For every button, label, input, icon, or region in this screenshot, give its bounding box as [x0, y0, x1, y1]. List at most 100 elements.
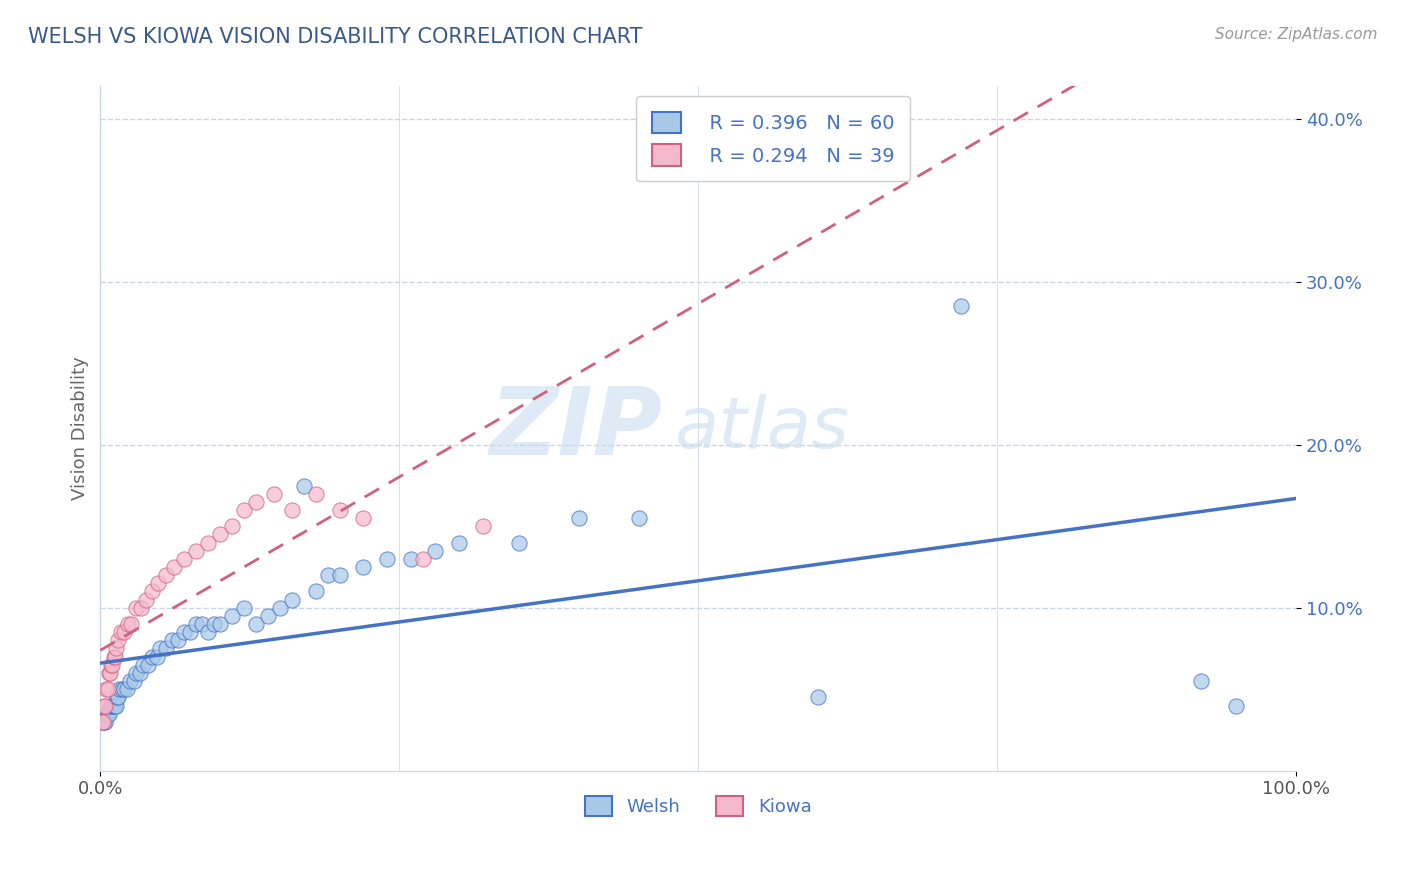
Point — [96, 682, 118, 697]
Point — [221, 608, 243, 623]
Point — [136, 657, 159, 672]
Point — [101, 698, 124, 713]
Point — [269, 600, 291, 615]
Point — [425, 543, 447, 558]
Point — [107, 690, 129, 705]
Point — [101, 657, 124, 672]
Point — [132, 657, 155, 672]
Point — [93, 714, 115, 729]
Point — [104, 698, 127, 713]
Point — [197, 535, 219, 549]
Point — [145, 649, 167, 664]
Point — [292, 478, 315, 492]
Point — [94, 698, 117, 713]
Point — [173, 625, 195, 640]
Point — [105, 690, 128, 705]
Point — [94, 714, 117, 729]
Point — [97, 706, 120, 721]
Point — [232, 503, 254, 517]
Point — [117, 617, 139, 632]
Point — [98, 698, 121, 713]
Point — [208, 617, 231, 632]
Point — [377, 552, 399, 566]
Point — [191, 617, 214, 632]
Point — [328, 568, 350, 582]
Point — [104, 649, 127, 664]
Point — [104, 641, 127, 656]
Point — [280, 592, 302, 607]
Point — [96, 682, 118, 697]
Point — [232, 600, 254, 615]
Point — [111, 682, 134, 697]
Point — [107, 633, 129, 648]
Point — [401, 552, 423, 566]
Point — [146, 576, 169, 591]
Point — [120, 617, 142, 632]
Text: atlas: atlas — [675, 394, 849, 463]
Point — [263, 486, 285, 500]
Point — [160, 633, 183, 648]
Point — [103, 698, 125, 713]
Point — [91, 714, 114, 729]
Point — [197, 625, 219, 640]
Point — [122, 674, 145, 689]
Point — [179, 625, 201, 640]
Point — [353, 511, 375, 525]
Point — [90, 714, 112, 729]
Y-axis label: Vision Disability: Vision Disability — [72, 357, 89, 500]
Point — [141, 584, 163, 599]
Point — [112, 625, 135, 640]
Point — [120, 674, 142, 689]
Point — [245, 495, 267, 509]
Point — [125, 665, 148, 680]
Point — [173, 552, 195, 566]
Point — [108, 682, 131, 697]
Point — [104, 698, 127, 713]
Text: WELSH VS KIOWA VISION DISABILITY CORRELATION CHART: WELSH VS KIOWA VISION DISABILITY CORRELA… — [28, 27, 643, 46]
Point — [128, 665, 150, 680]
Point — [304, 584, 326, 599]
Point — [97, 665, 120, 680]
Point — [103, 649, 125, 664]
Point — [412, 552, 434, 566]
Point — [155, 568, 177, 582]
Point — [202, 617, 225, 632]
Point — [807, 690, 830, 705]
Point — [1189, 674, 1212, 689]
Point — [304, 486, 326, 500]
Point — [96, 706, 118, 721]
Point — [280, 503, 302, 517]
Point — [96, 706, 118, 721]
Point — [245, 617, 267, 632]
Point — [125, 600, 148, 615]
Point — [98, 665, 121, 680]
Point — [208, 527, 231, 541]
Point — [328, 503, 350, 517]
Point — [1225, 698, 1247, 713]
Point — [112, 682, 135, 697]
Point — [100, 698, 122, 713]
Point — [141, 649, 163, 664]
Point — [353, 560, 375, 574]
Point — [91, 714, 114, 729]
Point — [950, 299, 973, 313]
Point — [449, 535, 471, 549]
Point — [155, 641, 177, 656]
Point — [568, 511, 591, 525]
Point — [163, 560, 186, 574]
Point — [167, 633, 190, 648]
Point — [100, 657, 122, 672]
Point — [627, 511, 650, 525]
Point — [129, 600, 152, 615]
Point — [508, 535, 530, 549]
Point — [90, 714, 112, 729]
Point — [184, 543, 207, 558]
Point — [472, 519, 495, 533]
Legend: Welsh, Kiowa: Welsh, Kiowa — [578, 789, 818, 823]
Point — [93, 698, 115, 713]
Point — [135, 592, 157, 607]
Point — [115, 682, 138, 697]
Point — [316, 568, 339, 582]
Point — [184, 617, 207, 632]
Point — [256, 608, 278, 623]
